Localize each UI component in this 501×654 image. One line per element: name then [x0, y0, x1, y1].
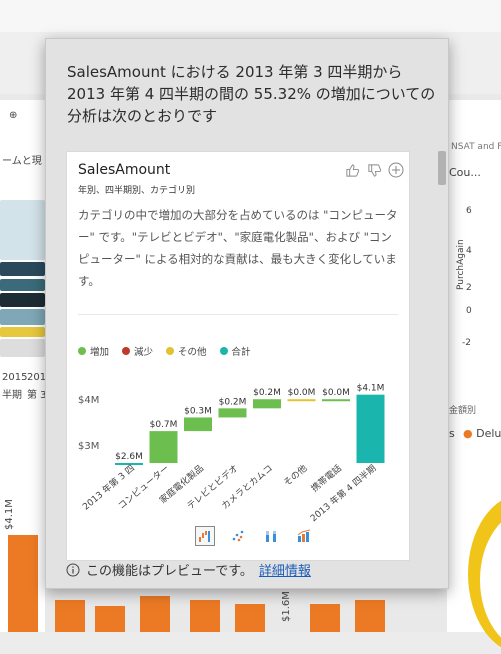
legend-item-other[interactable]: その他 [166, 344, 207, 358]
legend-item-decrease[interactable]: 減少 [122, 344, 153, 358]
waterfall-bar [115, 463, 143, 465]
legend-label: その他 [178, 347, 207, 358]
bg-bar-value: $4.1M [4, 499, 15, 530]
bg-right-tick: 0 [466, 306, 472, 316]
legend-item-increase[interactable]: 増加 [78, 344, 109, 358]
preview-footer: この機能はプレビューです。 詳細情報 [66, 560, 311, 579]
category-label: その他 [281, 462, 309, 489]
bg-stream [0, 327, 45, 337]
bg-right-tick: 4 [466, 246, 472, 256]
bg-stream [0, 309, 45, 325]
bg-left-title: ームと現 [2, 156, 42, 167]
waterfall-bar [253, 399, 281, 409]
card-title: SalesAmount [78, 162, 171, 178]
scatter-chart-icon[interactable] [228, 526, 248, 546]
bg-stream [0, 339, 45, 357]
bg-right-legend2: ● Delu [463, 427, 501, 440]
bar-chart-icon[interactable] [261, 526, 281, 546]
waterfall-chart-icon[interactable] [195, 526, 215, 546]
chart-type-switcher [195, 526, 314, 546]
bg-expand-icon[interactable]: ⊕ [9, 110, 18, 121]
thumbs-down-icon[interactable] [366, 162, 382, 178]
bg-right-tick: -2 [462, 338, 471, 348]
bg-bar [55, 600, 85, 632]
legend-dot [166, 347, 175, 355]
waterfall-bar [287, 399, 316, 402]
bar-value-label: $0.0M [322, 388, 350, 398]
chart-legend: 増加 減少 その他 合計 [78, 344, 251, 358]
bar-value-label: $0.2M [253, 388, 281, 398]
waterfall-bar [218, 408, 247, 418]
info-icon [66, 563, 80, 576]
card-feedback-icons [344, 162, 404, 178]
bg-axis-label: 第 3 [27, 390, 47, 401]
insight-headline: SalesAmount における 2013 年第 3 四半期から 2013 年第… [67, 63, 436, 125]
stacked-chart-icon[interactable] [294, 526, 314, 546]
bg-right-title: NSAT and F [451, 142, 501, 152]
bar-value-label: $0.3M [184, 406, 212, 416]
card-subtitle: 年別、四半期別、カテゴリ別 [78, 186, 196, 196]
bg-axis-label: 2015 [2, 372, 28, 383]
bg-right-subtitle: 金額別 [449, 406, 477, 416]
waterfall-bar [184, 417, 212, 432]
legend-item-total[interactable]: 合計 [219, 344, 251, 358]
bg-bar [310, 604, 340, 632]
bg-stream [0, 262, 45, 276]
y-axis-tick-label: $4M [78, 395, 99, 406]
insight-description: カテゴリの中で増加の大部分を占めているのは "コンピューター" です。"テレビと… [78, 208, 398, 288]
plus-icon[interactable] [388, 162, 404, 178]
bg-right-legend2-label: Delu [476, 427, 501, 440]
panel-scrollbar[interactable] [438, 151, 446, 185]
bar-value-label: $0.2M [219, 397, 247, 407]
card-divider [78, 314, 398, 315]
legend-dot [219, 347, 228, 355]
thumbs-up-icon[interactable] [344, 162, 360, 178]
bg-bar [140, 596, 170, 632]
insight-card: SalesAmount 年別、四半期別、カテゴリ別 カテゴリの中で増加の大部分を… [66, 151, 410, 561]
legend-label: 増加 [90, 347, 110, 358]
bg-stream [0, 279, 45, 291]
y-axis-tick-label: $3M [78, 441, 99, 452]
waterfall-bar [322, 399, 350, 402]
bg-right-tick: 6 [466, 206, 472, 216]
waterfall-bar [149, 431, 178, 463]
bg-right-tick: 2 [466, 283, 472, 293]
bg-stream [0, 293, 45, 307]
bg-stream [0, 200, 45, 260]
category-label: 携帯電話 [309, 462, 344, 494]
bg-bar [8, 535, 38, 632]
bar-value-label: $0.7M [150, 420, 178, 430]
preview-text: この機能はプレビューです。 [86, 564, 253, 579]
bar-value-label: $4.1M [357, 384, 385, 394]
bar-value-label: $2.6M [115, 452, 143, 462]
bg-right-text: s [449, 427, 455, 440]
legend-dot [78, 347, 86, 355]
bg-bar [95, 606, 125, 632]
waterfall-bar [356, 394, 385, 463]
bg-bar [235, 604, 265, 632]
bar-value-label: $0.0M [288, 388, 316, 398]
legend-label: 合計 [231, 347, 251, 358]
report-top-band [0, 0, 501, 32]
legend-dot [122, 347, 131, 355]
bg-axis-label: 2015 [27, 372, 53, 383]
bg-bar [355, 600, 385, 632]
bg-right-legend: Cou... [449, 166, 481, 179]
bg-bar-value: $1.6M [281, 591, 292, 622]
bg-bar [190, 600, 220, 632]
learn-more-link[interactable]: 詳細情報 [258, 564, 311, 579]
bg-axis-label: 半期 [2, 390, 22, 401]
legend-label: 減少 [134, 347, 154, 358]
bg-right-axis: PurchAgain [456, 239, 466, 290]
insights-panel: SalesAmount における 2013 年第 3 四半期から 2013 年第… [45, 38, 449, 589]
